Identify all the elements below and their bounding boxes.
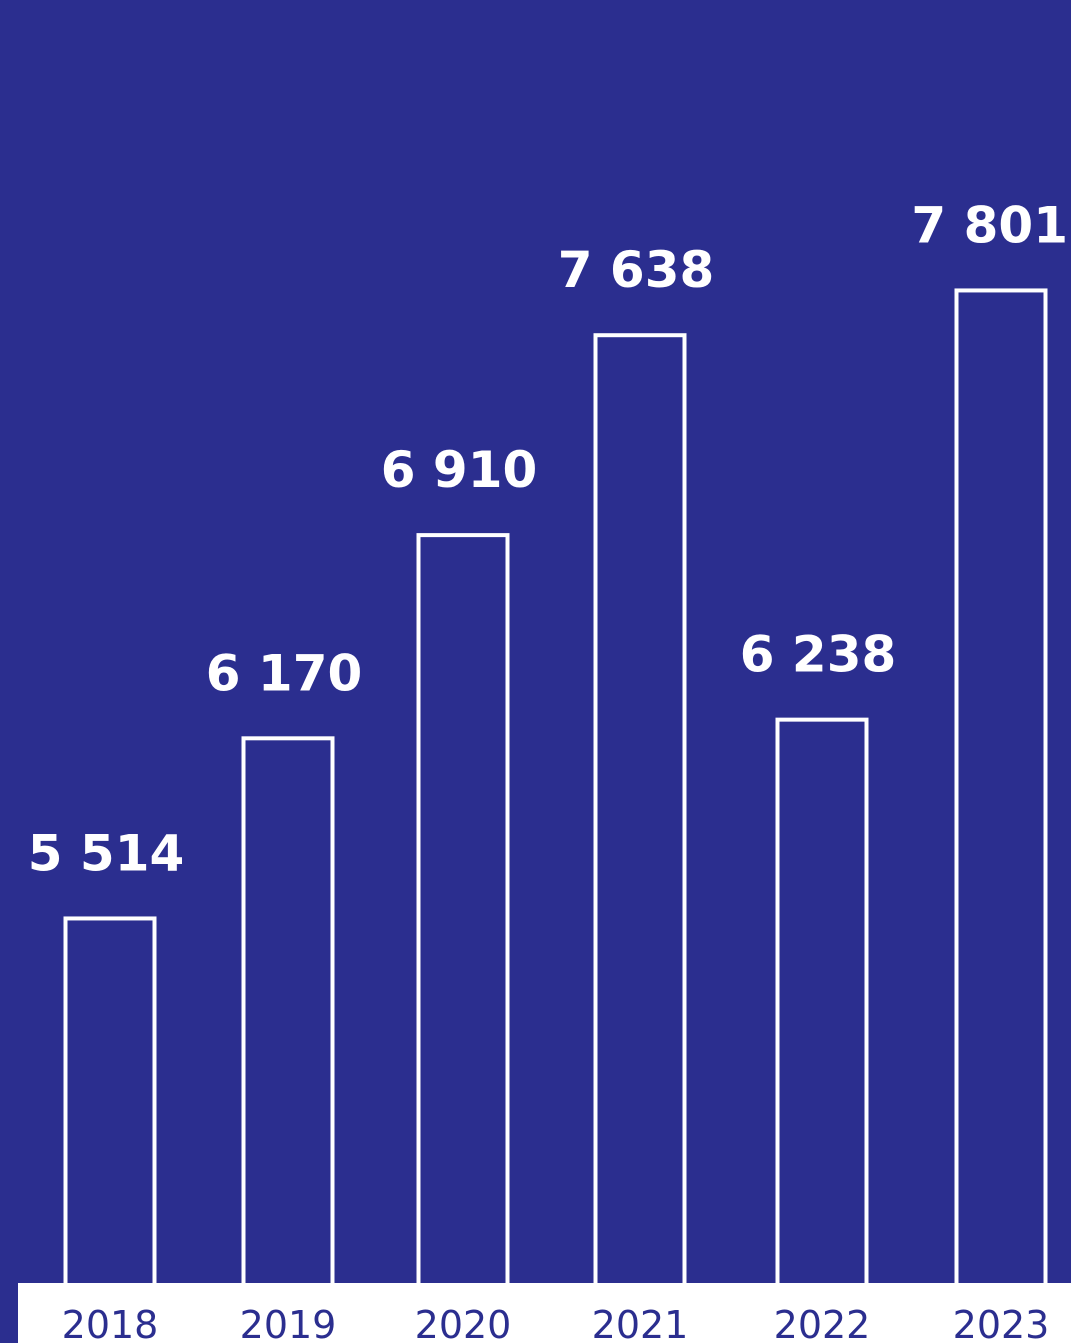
value-label-2018: 5 514	[28, 824, 185, 882]
bar-2020	[416, 533, 510, 1287]
bar-2021	[593, 333, 687, 1287]
value-label-2022: 6 238	[740, 626, 897, 684]
x-tick-2023: 2023	[953, 1303, 1050, 1343]
x-tick-2022: 2022	[774, 1303, 871, 1343]
bars-group	[63, 288, 1048, 1288]
bar-2019	[241, 736, 335, 1287]
x-tick-labels-group: 2018 2019 2020 2021 2022 2023	[62, 1303, 1050, 1343]
bar-2022	[775, 717, 869, 1287]
value-label-2020: 6 910	[381, 441, 538, 499]
x-tick-2021: 2021	[592, 1303, 689, 1343]
x-tick-2018: 2018	[62, 1303, 159, 1343]
x-tick-2020: 2020	[415, 1303, 512, 1343]
x-tick-2019: 2019	[240, 1303, 337, 1343]
value-labels-group: 5 514 6 170 6 910 7 638 6 238 7 801	[28, 196, 1068, 882]
bar-2023	[954, 288, 1048, 1288]
bar-2018	[63, 916, 157, 1288]
value-label-2019: 6 170	[206, 644, 363, 702]
x-axis-band	[18, 1283, 1071, 1343]
value-label-2023: 7 801	[911, 196, 1068, 254]
value-label-2021: 7 638	[558, 241, 715, 299]
